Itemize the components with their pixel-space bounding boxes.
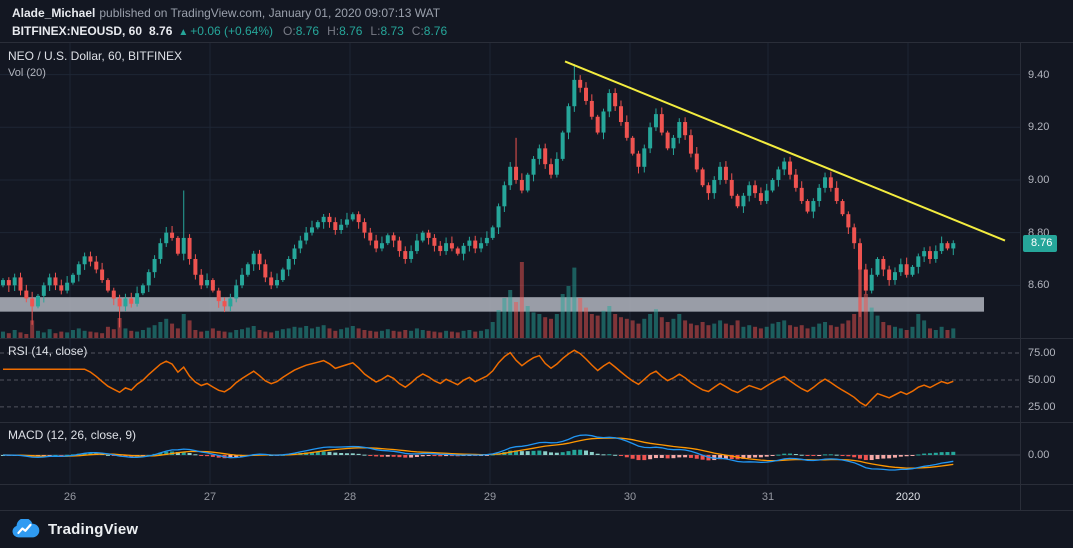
price-tick: 9.20 (1028, 121, 1050, 134)
macd-axis[interactable]: 0.00 (1020, 423, 1073, 485)
time-axis-label: 28 (343, 491, 357, 503)
main-legend[interactable]: NEO / U.S. Dollar, 60, BITFINEX (8, 49, 183, 63)
rsi-tick: 50.00 (1028, 373, 1056, 386)
close-value: C:8.76 (411, 24, 448, 38)
publish-text: published on TradingView.com, January 01… (99, 6, 441, 20)
open-value: O:8.76 (283, 24, 320, 38)
time-axis-label: 30 (623, 491, 637, 503)
price-chart-canvas[interactable] (0, 43, 1020, 338)
price-axis[interactable]: 8.76 9.40 9.20 9.00 8.80 8.60 (1020, 43, 1073, 339)
volume-series (1, 262, 956, 338)
publish-line: Alade_Michael published on TradingView.co… (12, 6, 1061, 21)
price-tick: 9.40 (1028, 68, 1050, 81)
price-pane[interactable]: NEO / U.S. Dollar, 60, BITFINEX Vol (20) (0, 43, 1020, 339)
macd-zero-tick: 0.00 (1028, 449, 1050, 461)
rsi-legend[interactable]: RSI (14, close) (8, 344, 88, 358)
rsi-chart-canvas[interactable] (0, 339, 1020, 422)
descending-trendline[interactable] (564, 60, 1006, 242)
time-axis-label: 29 (483, 491, 497, 503)
volume-legend[interactable]: Vol (20) (8, 67, 46, 79)
macd-legend[interactable]: MACD (12, 26, close, 9) (8, 428, 137, 442)
time-axis-label: 27 (203, 491, 217, 503)
last-price: 8.76 (149, 24, 173, 38)
snapshot-header: Alade_Michael published on TradingView.co… (0, 0, 1073, 42)
symbol-line: BITFINEX:NEOUSD, 60 8.76 ▲ +0.06 (+0.64%) O:… (12, 23, 1061, 41)
candle-series (1, 64, 956, 328)
time-axis-label: 31 (761, 491, 775, 503)
change-up-arrow-icon: ▲ (178, 27, 189, 38)
grid-layer (0, 339, 1020, 422)
high-value: H:8.76 (327, 24, 363, 38)
author-name[interactable]: Alade_Michael (12, 6, 96, 20)
last-price-badge: 8.76 (1023, 235, 1058, 253)
rsi-axis[interactable]: 75.00 50.00 25.00 (1020, 339, 1073, 423)
footer: TradingView (0, 511, 1073, 548)
symbol-name[interactable]: BITFINEX:NEOUSD, 60 (12, 24, 143, 38)
rsi-line (3, 349, 954, 407)
grid-layer (0, 43, 1020, 338)
low-value: L:8.73 (370, 24, 404, 38)
macd-signal-line (3, 437, 954, 469)
rsi-pane[interactable]: RSI (14, close) (0, 339, 1020, 423)
axis-corner (1020, 485, 1073, 511)
time-axis-label: 26 (63, 491, 77, 503)
macd-line (2, 434, 954, 471)
price-change: +0.06 (+0.64%) (190, 24, 274, 38)
rsi-tick: 75.00 (1028, 347, 1056, 359)
time-axis[interactable]: 26 27 28 29 30 31 2020 (0, 485, 1020, 511)
time-axis-label: 2020 (895, 491, 921, 503)
price-tick: 8.60 (1028, 279, 1050, 292)
macd-chart-canvas[interactable] (0, 423, 1020, 484)
tradingview-logo-icon[interactable] (10, 518, 40, 541)
brand-name[interactable]: TradingView (48, 521, 139, 538)
price-tick: 9.00 (1028, 173, 1050, 186)
rsi-tick: 25.00 (1028, 400, 1056, 413)
macd-pane[interactable]: MACD (12, 26, close, 9) (0, 423, 1020, 485)
chart-area: NEO / U.S. Dollar, 60, BITFINEX Vol (20)… (0, 42, 1073, 511)
support-band (0, 297, 984, 312)
